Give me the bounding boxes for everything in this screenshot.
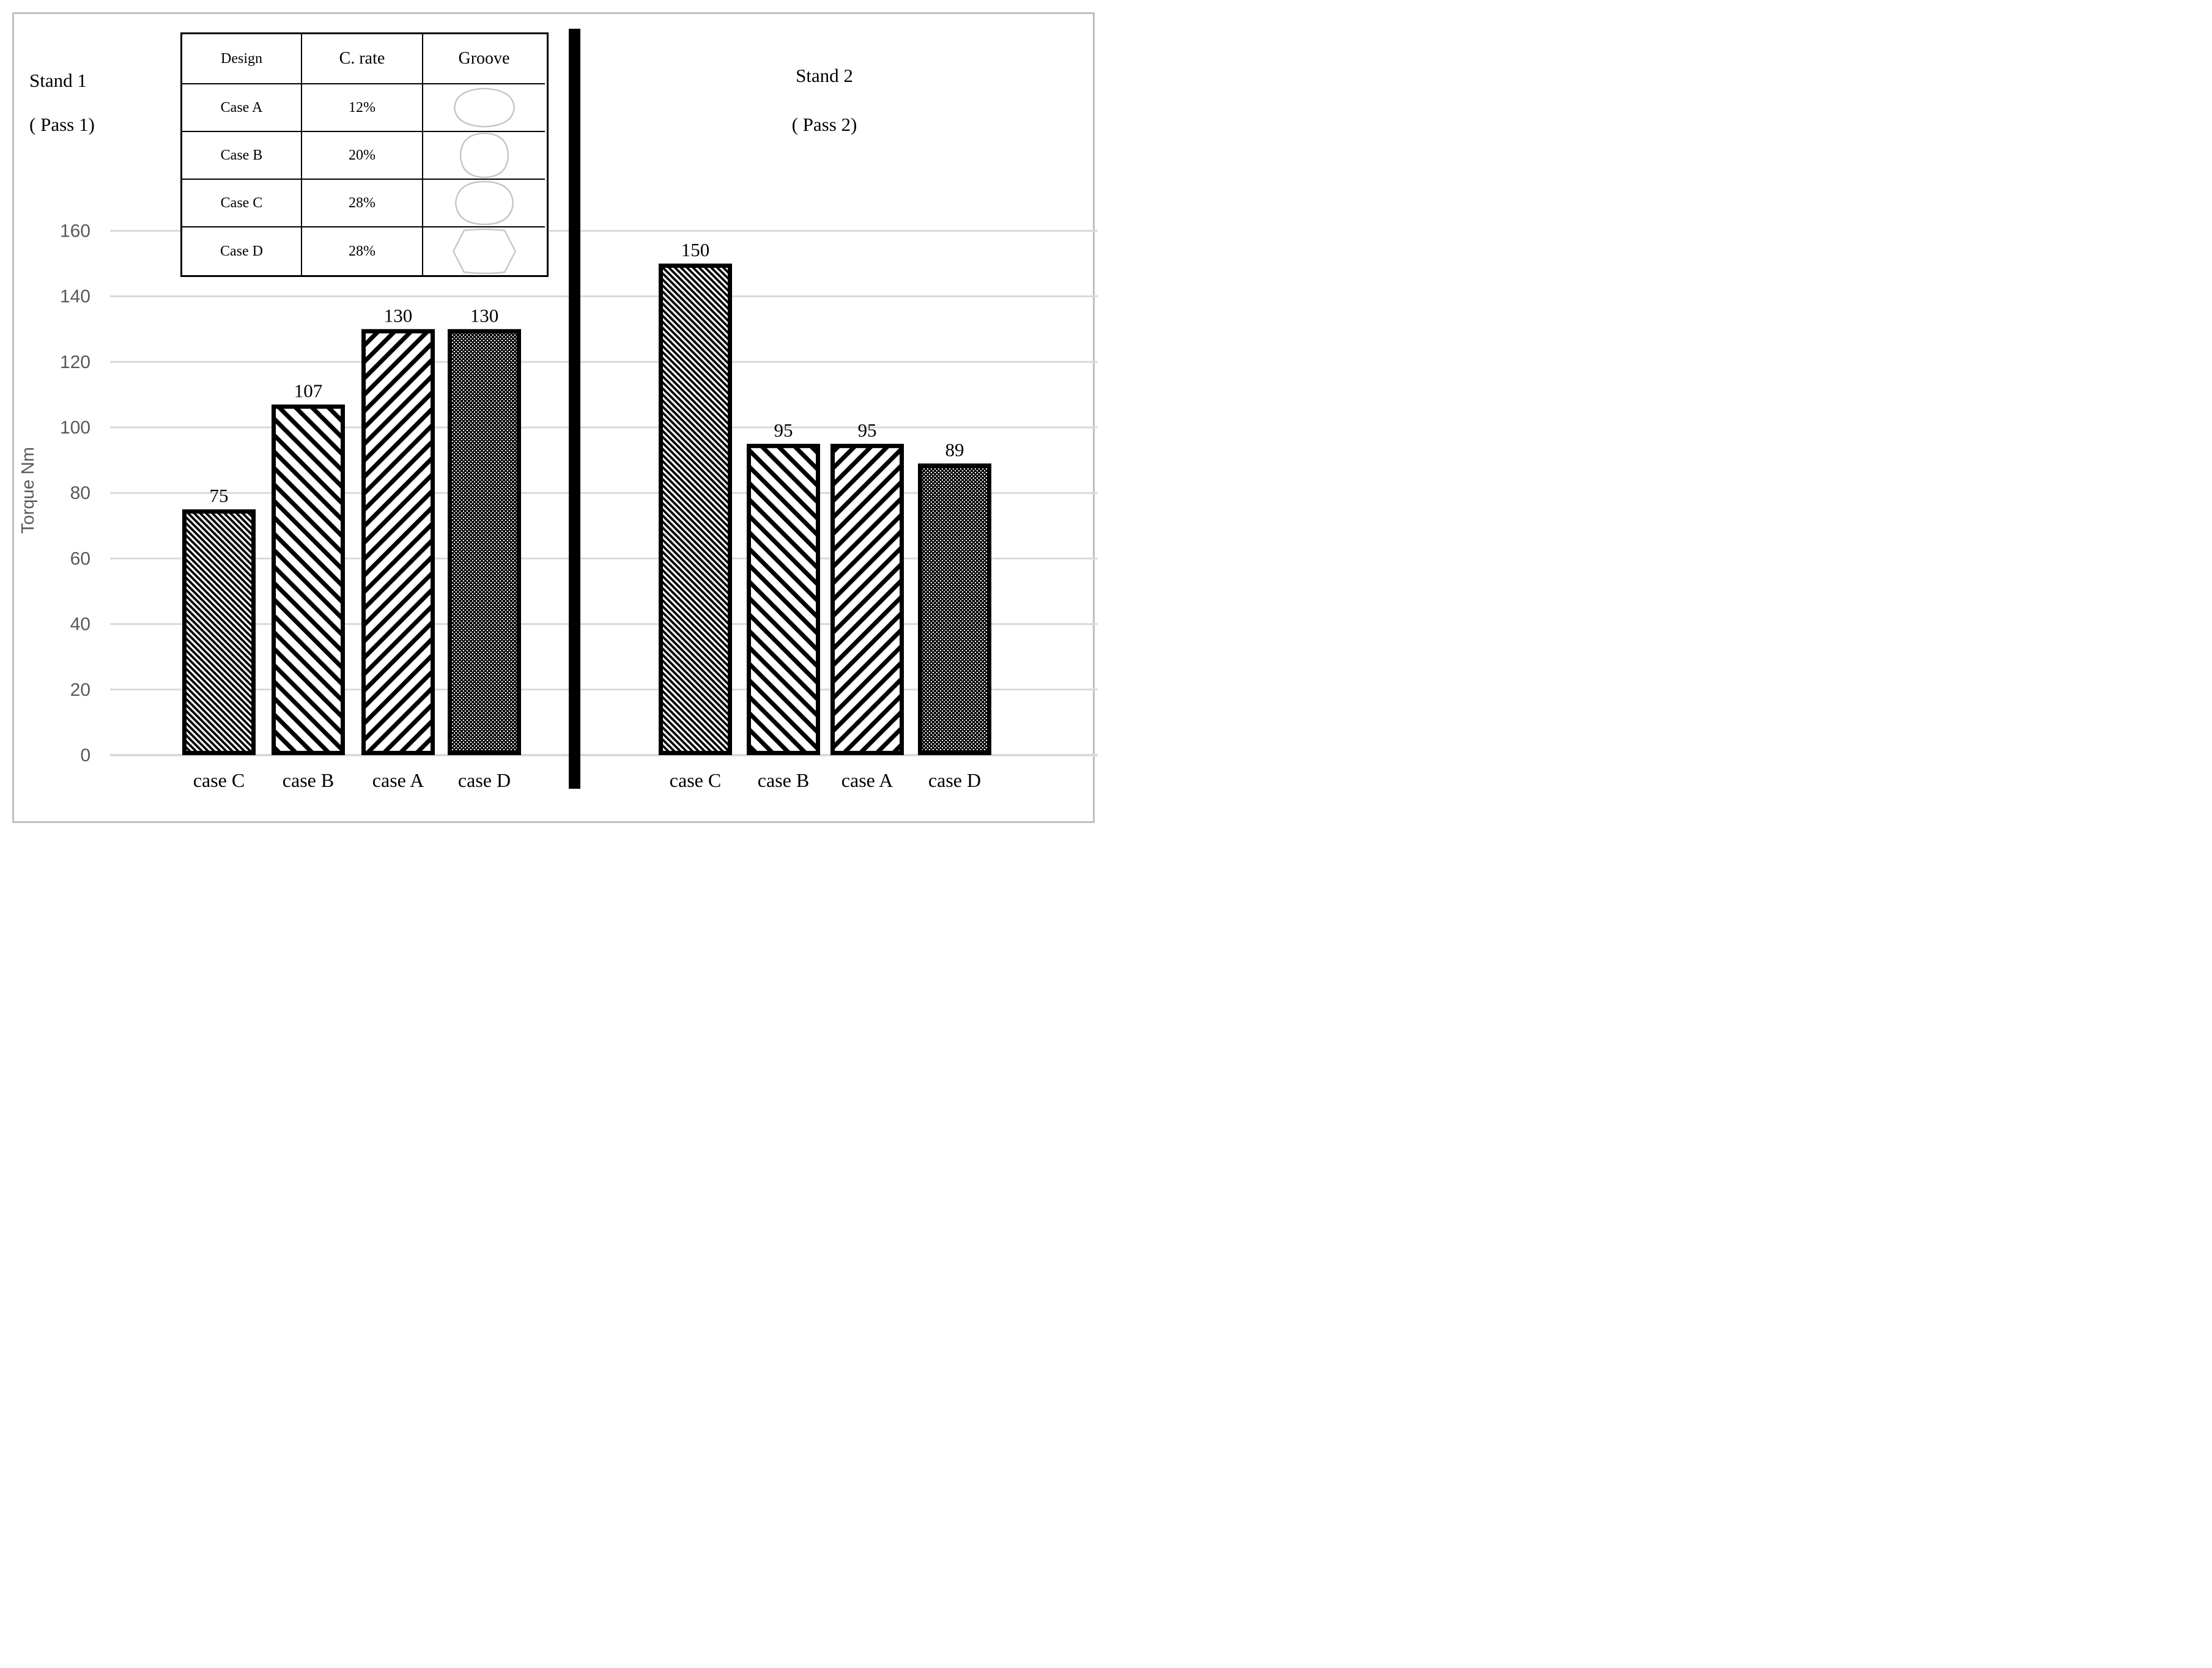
stand2-title: Stand 2 ( Pass 2) bbox=[791, 65, 857, 135]
bar-value-label-stand2-case-c: 150 bbox=[681, 239, 710, 260]
y-tick-label-60: 60 bbox=[70, 548, 91, 569]
table-header-crate: C. rate bbox=[302, 34, 423, 84]
bar-chart: 0 20 40 60 80 100 120 140 160 75 case C 107 case B 1… bbox=[18, 29, 1098, 791]
y-tick-label-140: 140 bbox=[60, 287, 91, 307]
y-tick-label-40: 40 bbox=[70, 614, 91, 635]
table-cell-crate-4: 28% bbox=[302, 227, 423, 275]
groove-hexagon-icon bbox=[452, 228, 516, 275]
table-cell-groove-2 bbox=[423, 132, 545, 180]
x-category-label-stand1-case-a: case A bbox=[372, 769, 424, 791]
x-category-label-stand1-case-c: case C bbox=[193, 769, 245, 791]
table-header-groove: Groove bbox=[423, 34, 545, 84]
y-tick-label-100: 100 bbox=[60, 418, 91, 438]
y-tick-label-120: 120 bbox=[60, 352, 91, 372]
bar-value-label-stand1-case-d: 130 bbox=[470, 304, 499, 326]
y-axis-tick-labels: 0 20 40 60 80 100 120 140 160 bbox=[60, 221, 91, 766]
table-cell-groove-1 bbox=[423, 84, 545, 132]
bar-value-label-stand2-case-d: 89 bbox=[945, 439, 964, 460]
figure-border-frame bbox=[12, 12, 1095, 823]
bar-stand2-case-b bbox=[747, 443, 820, 755]
bar-stand1-case-c bbox=[182, 509, 256, 755]
x-category-label-stand2-case-a: case A bbox=[842, 769, 893, 791]
bar-stand2-case-a bbox=[830, 443, 904, 755]
x-category-label-stand2-case-c: case C bbox=[670, 769, 721, 791]
y-tick-label-20: 20 bbox=[70, 680, 91, 700]
x-category-label-stand1-case-d: case D bbox=[458, 769, 511, 791]
y-tick-label-80: 80 bbox=[70, 483, 91, 503]
y-tick-label-0: 0 bbox=[80, 745, 91, 766]
table-cell-groove-3 bbox=[423, 180, 545, 227]
x-category-label-stand2-case-d: case D bbox=[928, 769, 981, 791]
x-category-label-stand2-case-b: case B bbox=[758, 769, 809, 791]
bar-value-label-stand2-case-a: 95 bbox=[858, 419, 877, 441]
bar-stand1-case-b bbox=[272, 404, 345, 755]
x-category-label-stand1-case-b: case B bbox=[283, 769, 334, 791]
bar-value-label-stand2-case-b: 95 bbox=[774, 419, 793, 441]
groove-oval-lens-icon bbox=[453, 87, 515, 128]
y-tick-label-160: 160 bbox=[60, 221, 91, 241]
table-cell-groove-4 bbox=[423, 227, 545, 275]
design-table: Design C. rate Groove Case A 12% Case B 20% Cas… bbox=[180, 32, 549, 277]
table-cell-design-1: Case A bbox=[182, 84, 302, 132]
table-cell-crate-3: 28% bbox=[302, 180, 423, 227]
bar-value-label-stand1-case-b: 107 bbox=[294, 380, 323, 402]
table-cell-design-4: Case D bbox=[182, 227, 302, 275]
bar-stand2-case-c bbox=[659, 264, 732, 755]
bar-stand2-case-d bbox=[918, 463, 991, 756]
table-cell-crate-1: 12% bbox=[302, 84, 423, 132]
stand1-title: Stand 1 ( Pass 1) bbox=[29, 70, 95, 135]
groove-circle-icon bbox=[459, 132, 509, 179]
bars bbox=[182, 264, 991, 756]
figure: 0 20 40 60 80 100 120 140 160 75 case C 107 case B 1… bbox=[0, 0, 1106, 834]
group-divider-line bbox=[569, 29, 580, 789]
bar-labels: 75 case C 107 case B 130 case A 130 case D 150 ca… bbox=[193, 239, 981, 791]
table-cell-design-3: Case C bbox=[182, 180, 302, 227]
bar-value-label-stand1-case-a: 130 bbox=[384, 304, 413, 326]
y-axis-title: Torque Nm bbox=[18, 447, 38, 534]
bar-stand1-case-a bbox=[361, 329, 435, 755]
bar-stand1-case-d bbox=[448, 329, 521, 755]
table-header-design: Design bbox=[182, 34, 302, 84]
bar-value-label-stand1-case-c: 75 bbox=[210, 485, 229, 506]
groove-round-lens-icon bbox=[454, 180, 514, 226]
table-cell-crate-2: 20% bbox=[302, 132, 423, 180]
table-cell-design-2: Case B bbox=[182, 132, 302, 180]
